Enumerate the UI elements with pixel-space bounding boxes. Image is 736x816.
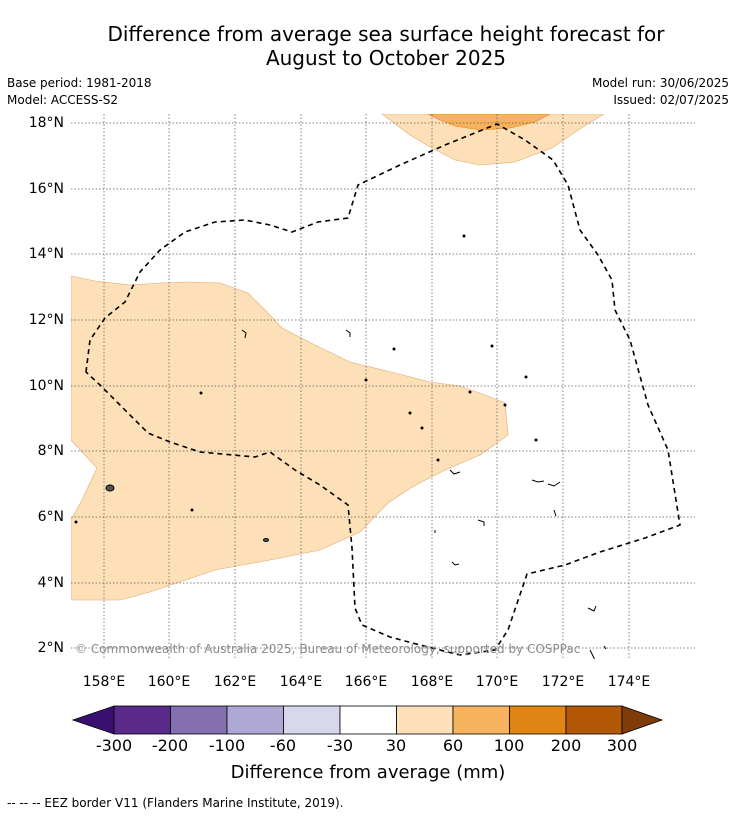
model-run: Model run: 30/06/2025 bbox=[591, 76, 729, 90]
lat-tick-18n: 18°N bbox=[28, 115, 64, 131]
colorbar-bin-6 bbox=[396, 705, 454, 735]
lat-tick-10n: 10°N bbox=[28, 378, 64, 394]
base-period: Base period: 1981-2018 bbox=[7, 76, 152, 90]
meta-right: Model run: 30/06/2025 Issued: 02/07/2025 bbox=[592, 75, 729, 109]
colorbar-bin-4 bbox=[283, 705, 341, 735]
chart-title: Difference from average sea surface heig… bbox=[0, 22, 736, 70]
copyright-notice: © Commonwealth of Australia 2025, Bureau… bbox=[75, 642, 581, 656]
lat-tick-6n: 6°N bbox=[37, 509, 64, 525]
colorbar-bin-7 bbox=[452, 705, 510, 735]
lat-tick-16n: 16°N bbox=[28, 181, 64, 197]
anomaly-region-north-60-100 bbox=[427, 114, 551, 131]
map-area bbox=[71, 114, 695, 659]
lon-tick-158e: 158°E bbox=[82, 674, 126, 690]
lon-tick-168e: 168°E bbox=[410, 674, 454, 690]
colorbar-bin-2 bbox=[170, 705, 228, 735]
colorbar-tick-5: -30 bbox=[326, 736, 354, 755]
lon-tick-164e: 164°E bbox=[279, 674, 323, 690]
colorbar-tick-10: 300 bbox=[606, 736, 638, 755]
lat-tick-8n: 8°N bbox=[37, 443, 64, 459]
lat-tick-14n: 14°N bbox=[28, 246, 64, 262]
colorbar-tick-3: -100 bbox=[208, 736, 246, 755]
colorbar-bin-9 bbox=[565, 705, 623, 735]
colorbar-tick-4: -60 bbox=[269, 736, 297, 755]
colorbar-tick-1: -300 bbox=[95, 736, 133, 755]
colorbar-bin-8 bbox=[509, 705, 567, 735]
eez-legend-note: -- -- -- EEZ border V11 (Flanders Marine… bbox=[7, 796, 344, 810]
issued-date: Issued: 02/07/2025 bbox=[613, 93, 729, 107]
lon-tick-166e: 166°E bbox=[344, 674, 388, 690]
lon-tick-162e: 162°E bbox=[213, 674, 257, 690]
lat-tick-2n: 2°N bbox=[37, 640, 64, 656]
colorbar-bin-5 bbox=[339, 705, 397, 735]
colorbar-tick-6: 30 bbox=[385, 736, 407, 755]
colorbar bbox=[71, 705, 664, 735]
lat-tick-12n: 12°N bbox=[28, 312, 64, 328]
anomaly-region-north-30-60 bbox=[381, 114, 605, 166]
colorbar-bin-1 bbox=[113, 705, 171, 735]
colorbar-extend-low bbox=[71, 705, 115, 735]
gridlines bbox=[71, 114, 695, 659]
title-line-1: Difference from average sea surface heig… bbox=[107, 22, 665, 46]
meta-left: Base period: 1981-2018 Model: ACCESS-S2 bbox=[7, 75, 152, 109]
colorbar-extend-high bbox=[621, 705, 664, 735]
colorbar-tick-7: 60 bbox=[442, 736, 464, 755]
title-line-2: August to October 2025 bbox=[265, 46, 507, 70]
lon-tick-170e: 170°E bbox=[475, 674, 519, 690]
lat-tick-4n: 4°N bbox=[37, 575, 64, 591]
colorbar-tick-2: -200 bbox=[151, 736, 189, 755]
colorbar-bin-3 bbox=[226, 705, 284, 735]
eez-border bbox=[85, 123, 681, 656]
anomaly-region-30-60 bbox=[71, 275, 509, 601]
model-name: Model: ACCESS-S2 bbox=[7, 93, 119, 107]
lon-tick-172e: 172°E bbox=[541, 674, 585, 690]
colorbar-tick-9: 200 bbox=[550, 736, 582, 755]
lon-tick-160e: 160°E bbox=[147, 674, 191, 690]
lon-tick-174e: 174°E bbox=[607, 674, 651, 690]
colorbar-label: Difference from average (mm) bbox=[230, 762, 506, 783]
islands bbox=[74, 234, 607, 659]
colorbar-tick-8: 100 bbox=[493, 736, 525, 755]
